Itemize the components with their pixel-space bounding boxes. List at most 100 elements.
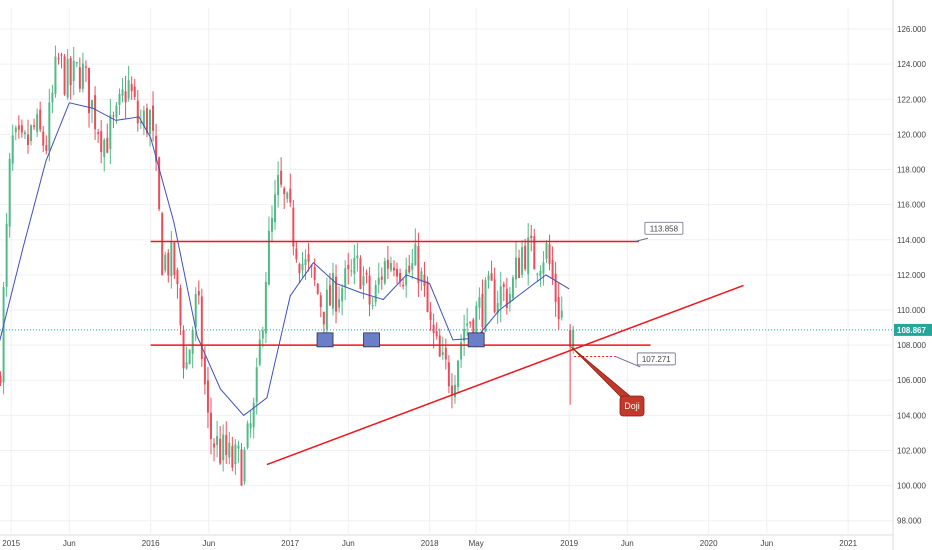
candle-body [319, 295, 322, 308]
candle-body [392, 267, 395, 271]
y-tick-label: 110.000 [897, 306, 926, 315]
candle-body [569, 329, 572, 347]
y-tick-label: 108.000 [897, 341, 926, 350]
candle-body [252, 402, 255, 428]
candle-body [411, 263, 414, 270]
candle-body [188, 349, 191, 365]
y-tick-label: 104.000 [897, 411, 926, 420]
candle-body [338, 299, 341, 308]
grid [0, 8, 893, 533]
candle-body [30, 125, 33, 142]
candle-body [139, 121, 142, 124]
candle-body [514, 257, 517, 280]
callout-box [644, 221, 684, 235]
candle-body [426, 281, 429, 312]
candle-body [322, 311, 325, 325]
candle-body [301, 263, 304, 271]
candle-body [527, 237, 530, 275]
candle-body [539, 270, 542, 277]
y-tick-label: 112.000 [897, 271, 926, 280]
candle-body [499, 286, 502, 307]
candle-body [203, 356, 206, 385]
candle-body [0, 375, 2, 383]
y-tick-label: 116.000 [897, 201, 926, 210]
candle-body [112, 115, 115, 117]
candle-body [261, 330, 264, 339]
candle-body [200, 296, 203, 360]
candle-body [84, 66, 87, 68]
candle-body [307, 254, 310, 262]
candle-body [270, 217, 273, 232]
candle-body [222, 434, 225, 461]
candle-body [420, 271, 423, 283]
candle-body [17, 125, 20, 130]
candle-body [179, 287, 182, 326]
y-tick-label: 100.000 [897, 482, 926, 491]
candle-body [264, 281, 267, 334]
x-tick-label: Jun [760, 539, 773, 548]
candle-body [277, 175, 280, 196]
x-tick-label: 2015 [2, 539, 20, 548]
candle-body [274, 194, 277, 223]
candle-body [63, 56, 66, 95]
candle-body [466, 323, 469, 326]
candle-body [94, 95, 97, 130]
candle-body [533, 236, 536, 270]
candle-body [255, 367, 258, 403]
y-tick-label: 126.000 [897, 25, 926, 34]
candle-body [484, 280, 487, 332]
candle-body [5, 223, 8, 287]
current-price-badge [894, 323, 932, 336]
candle-body [8, 158, 11, 227]
support-marker [363, 332, 380, 348]
candle-body [304, 259, 307, 265]
candle-body [396, 269, 399, 277]
y-tick-label: 114.000 [897, 236, 926, 245]
candle-body [237, 445, 240, 449]
candle-body [551, 259, 554, 279]
candle-body [408, 265, 411, 273]
candle-body [386, 259, 389, 269]
candle-body [475, 305, 478, 341]
candle-body [234, 444, 237, 465]
y-tick-label: 120.000 [897, 130, 926, 139]
candle-body [405, 269, 408, 286]
callout-label: 113.858 [650, 224, 679, 233]
candle-body [78, 67, 81, 89]
candle-body [170, 241, 173, 277]
candle-body [197, 290, 200, 296]
candle-body [371, 305, 374, 307]
candle-body [145, 108, 148, 134]
candle-body [136, 100, 139, 124]
candle-body [142, 110, 145, 127]
candle-body [530, 235, 533, 239]
x-tick-label: Jun [342, 539, 355, 548]
candle-body [69, 58, 72, 86]
candle-body [228, 442, 231, 458]
candle-body [164, 254, 167, 271]
candle-body [548, 244, 551, 264]
candles [0, 45, 575, 486]
x-tick-label: 2016 [142, 539, 160, 548]
candle-body [460, 342, 463, 360]
candle-body [521, 247, 524, 275]
candle-body [554, 273, 557, 303]
candle-body [182, 329, 185, 369]
candle-body [213, 443, 216, 448]
candle-body [286, 192, 289, 199]
trendline [266, 284, 744, 466]
candle-body [341, 288, 344, 302]
candle-body [542, 262, 545, 274]
candle-body [511, 277, 514, 299]
candle-body [545, 243, 548, 259]
candle-body [106, 137, 109, 153]
candle-body [225, 435, 228, 455]
candle-body [158, 157, 161, 210]
candle-body [243, 449, 246, 482]
candle-body [289, 188, 292, 203]
candle-body [75, 62, 78, 64]
candle-body [444, 347, 447, 360]
